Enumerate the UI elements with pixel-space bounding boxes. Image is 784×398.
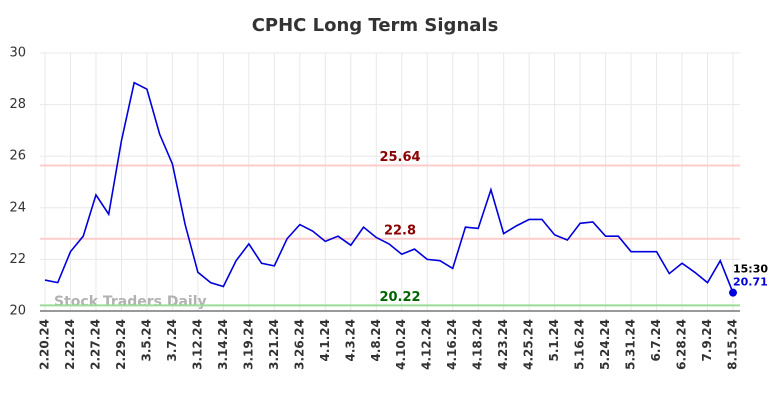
x-tick-label: 3.21.24 [267,319,281,370]
last-time-label: 15:30 [733,263,768,276]
x-tick-label: 5.24.24 [598,319,612,370]
y-tick-label: 24 [9,200,26,215]
y-tick-label: 20 [9,304,26,319]
x-tick-label: 4.8.24 [369,319,383,362]
x-tick-label: 4.12.24 [420,319,434,370]
y-tick-label: 30 [9,46,26,61]
y-tick-label: 28 [9,97,26,112]
x-tick-label: 2.22.24 [63,319,77,370]
x-tick-label: 3.7.24 [165,319,179,362]
x-tick-label: 5.16.24 [573,319,587,370]
y-tick-label: 26 [9,149,26,164]
watermark: Stock Traders Daily [54,294,207,310]
reference-label: 25.64 [379,150,420,165]
chart-title: CPHC Long Term Signals [252,15,499,36]
x-tick-label: 3.14.24 [216,319,230,370]
reference-label: 22.8 [384,223,416,238]
x-tick-label: 4.10.24 [394,319,408,370]
y-tick-label: 22 [9,252,26,267]
x-tick-label: 5.31.24 [624,319,638,370]
x-tick-label: 3.26.24 [292,319,306,370]
x-tick-label: 4.16.24 [445,319,459,370]
x-tick-label: 7.9.24 [700,319,714,362]
x-tick-label: 6.28.24 [675,319,689,370]
last-point [729,288,737,297]
x-tick-label: 5.1.24 [547,319,561,362]
x-tick-label: 2.27.24 [88,319,102,370]
reference-label: 20.22 [379,290,420,305]
x-tick-label: 6.7.24 [649,319,663,362]
x-tick-label: 8.15.24 [726,319,740,370]
x-tick-label: 4.18.24 [471,319,485,370]
line [44,81,734,293]
x-tick-label: 4.23.24 [496,319,510,370]
x-tick-label: 3.12.24 [190,319,204,370]
x-tick-label: 4.3.24 [343,319,357,362]
x-tick-label: 2.20.24 [38,319,52,370]
x-tick-label: 3.5.24 [139,319,153,362]
x-tick-label: 2.29.24 [114,319,128,370]
x-tick-label: 3.19.24 [241,319,255,370]
x-tick-label: 4.1.24 [318,319,332,362]
x-tick-label: 4.25.24 [522,319,536,370]
last-value-label: 20.71 [733,276,768,289]
